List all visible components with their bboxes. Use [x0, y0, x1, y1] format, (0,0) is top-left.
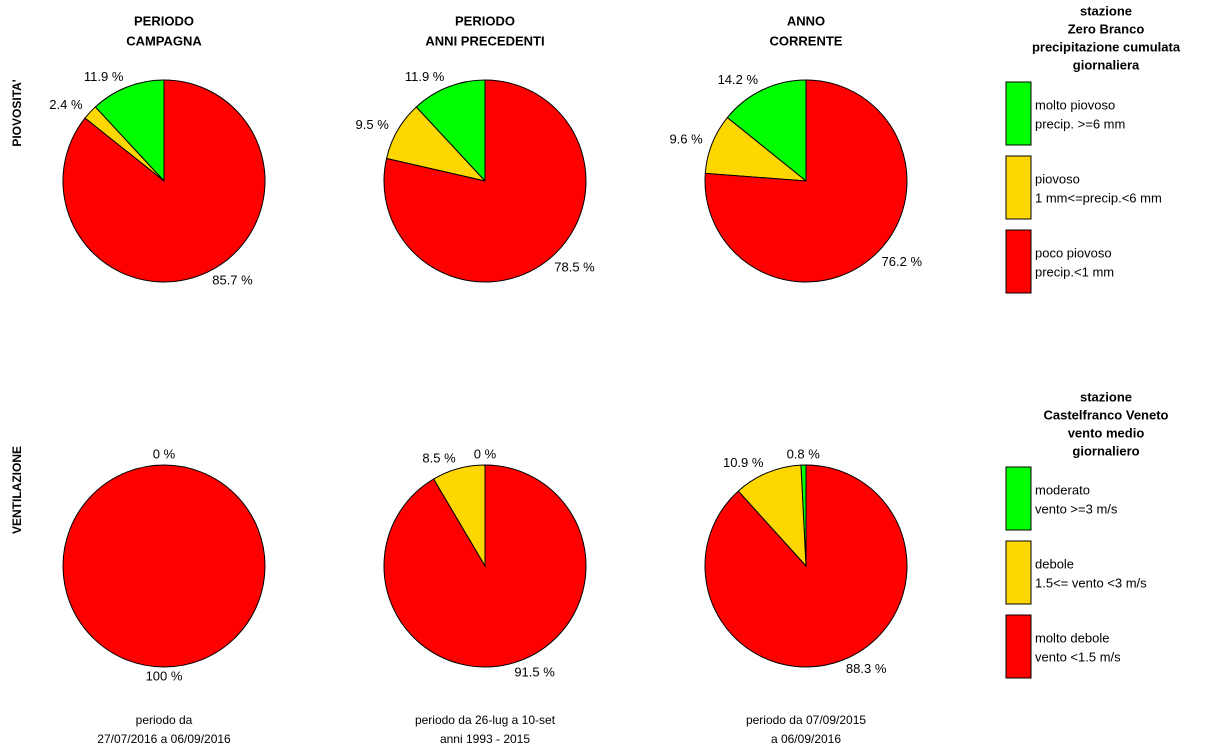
- footer: 27/07/2016 a 06/09/2016: [97, 732, 231, 746]
- legend-title: giornaliero: [1072, 443, 1139, 458]
- legend-label: poco piovoso: [1035, 245, 1112, 260]
- legend-title: vento medio: [1068, 425, 1145, 440]
- legend-label: precip.<1 mm: [1035, 264, 1114, 279]
- value-label: 78.5 %: [554, 259, 595, 274]
- legend-label: piovoso: [1035, 171, 1080, 186]
- value-label: 9.5 %: [356, 117, 390, 132]
- legend-title: stazione: [1080, 389, 1132, 404]
- value-label: 88.3 %: [846, 661, 887, 676]
- pie-slice: [726, 79, 807, 183]
- legend-label: molto debole: [1035, 630, 1109, 645]
- legend-swatch: [1005, 466, 1032, 531]
- value-label: 76.2 %: [882, 254, 923, 269]
- column-title: ANNI PRECEDENTI: [425, 33, 544, 48]
- legend-label: moderato: [1035, 482, 1090, 497]
- legend-label: 1.5<= vento <3 m/s: [1035, 575, 1147, 590]
- pie-slice: [737, 464, 807, 568]
- legend-label: 1 mm<=precip.<6 mm: [1035, 190, 1162, 205]
- row-label: PIOVOSITA': [10, 79, 24, 146]
- legend-swatch: [1005, 155, 1032, 220]
- value-label: 91.5 %: [514, 665, 555, 680]
- footer: a 06/09/2016: [771, 732, 841, 746]
- legend-swatch: [1005, 540, 1032, 605]
- legend-label: vento >=3 m/s: [1035, 501, 1118, 516]
- pie-slice: [383, 79, 587, 283]
- column-title: CAMPAGNA: [126, 33, 202, 48]
- value-label: 0 %: [153, 446, 176, 461]
- legend-title: Castelfranco Veneto: [1044, 407, 1169, 422]
- column-title: PERIODO: [134, 13, 194, 28]
- pie-slice: [704, 79, 908, 283]
- pie-slice: [415, 79, 486, 183]
- legend-label: precip. >=6 mm: [1035, 116, 1125, 131]
- value-label: 2.4 %: [49, 97, 83, 112]
- value-label: 9.6 %: [669, 132, 703, 147]
- value-label: 14.2 %: [718, 72, 759, 87]
- legend-label: debole: [1035, 556, 1074, 571]
- value-label: 85.7 %: [212, 273, 253, 288]
- legend-title: Zero Branco: [1068, 21, 1145, 36]
- value-label: 11.9 %: [405, 69, 445, 84]
- column-title: ANNO: [787, 13, 825, 28]
- legend-swatch: [1005, 81, 1032, 146]
- value-label: 100 %: [146, 669, 183, 684]
- column-title: CORRENTE: [770, 33, 843, 48]
- footer: periodo da 07/09/2015: [746, 713, 866, 727]
- pie-slice: [94, 79, 165, 183]
- value-label: 0.8 %: [787, 446, 821, 461]
- footer: periodo da: [136, 713, 193, 727]
- footer: anni 1993 - 2015: [440, 732, 530, 746]
- legend-title: stazione: [1080, 3, 1132, 18]
- legend-swatch: [1005, 614, 1032, 679]
- pie-slice: [704, 464, 908, 668]
- pie-slice: [62, 464, 266, 668]
- legend-label: vento <1.5 m/s: [1035, 649, 1121, 664]
- value-label: 11.9 %: [84, 69, 124, 84]
- pie-slice: [383, 464, 587, 668]
- pie-slice: [62, 79, 266, 283]
- value-label: 8.5 %: [422, 450, 456, 465]
- column-title: PERIODO: [455, 13, 515, 28]
- legend-title: precipitazione cumulata: [1032, 39, 1181, 54]
- value-label: 10.9 %: [723, 455, 764, 470]
- value-label: 0 %: [474, 446, 497, 461]
- legend-title: giornaliera: [1073, 57, 1140, 72]
- legend-label: molto piovoso: [1035, 97, 1115, 112]
- legend-swatch: [1005, 229, 1032, 294]
- footer: periodo da 26-lug a 10-set: [415, 713, 556, 727]
- row-label: VENTILAZIONE: [10, 446, 24, 534]
